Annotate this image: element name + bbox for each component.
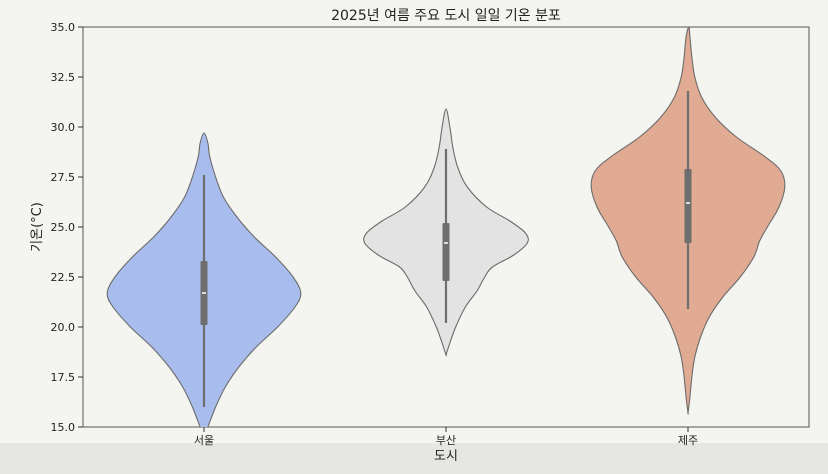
x-tick-label: 부산	[436, 434, 456, 447]
y-tick-label: 35.0	[51, 21, 76, 34]
chart-title: 2025년 여름 주요 도시 일일 기온 분포	[331, 8, 561, 24]
x-axis-label: 도시	[434, 449, 458, 464]
y-tick-label: 22.5	[51, 271, 76, 284]
y-tick-label: 32.5	[51, 71, 76, 84]
bottom-band	[0, 443, 828, 474]
y-tick-label: 30.0	[51, 121, 76, 134]
y-tick-label: 15.0	[51, 421, 76, 434]
y-tick-label: 27.5	[51, 171, 76, 184]
x-tick-label: 서울	[194, 434, 214, 447]
y-axis-ticks: 15.0 17.5 20.0 22.5 25.0 27.5 30.0 32.5 35.0	[51, 21, 83, 434]
violin-3	[590, 27, 786, 415]
violin-iqr-box	[684, 169, 692, 243]
violins	[106, 27, 786, 427]
y-tick-label: 17.5	[51, 371, 76, 384]
x-tick-label: 제주	[678, 434, 698, 447]
y-axis-label: 기온(°C)	[30, 202, 45, 252]
y-tick-label: 20.0	[51, 321, 76, 334]
x-axis-ticks: 서울 부산 제주	[194, 427, 698, 447]
violin-2	[363, 108, 529, 357]
y-tick-label: 25.0	[51, 221, 76, 234]
violin-1	[106, 132, 302, 427]
violin-iqr-box	[442, 223, 450, 281]
